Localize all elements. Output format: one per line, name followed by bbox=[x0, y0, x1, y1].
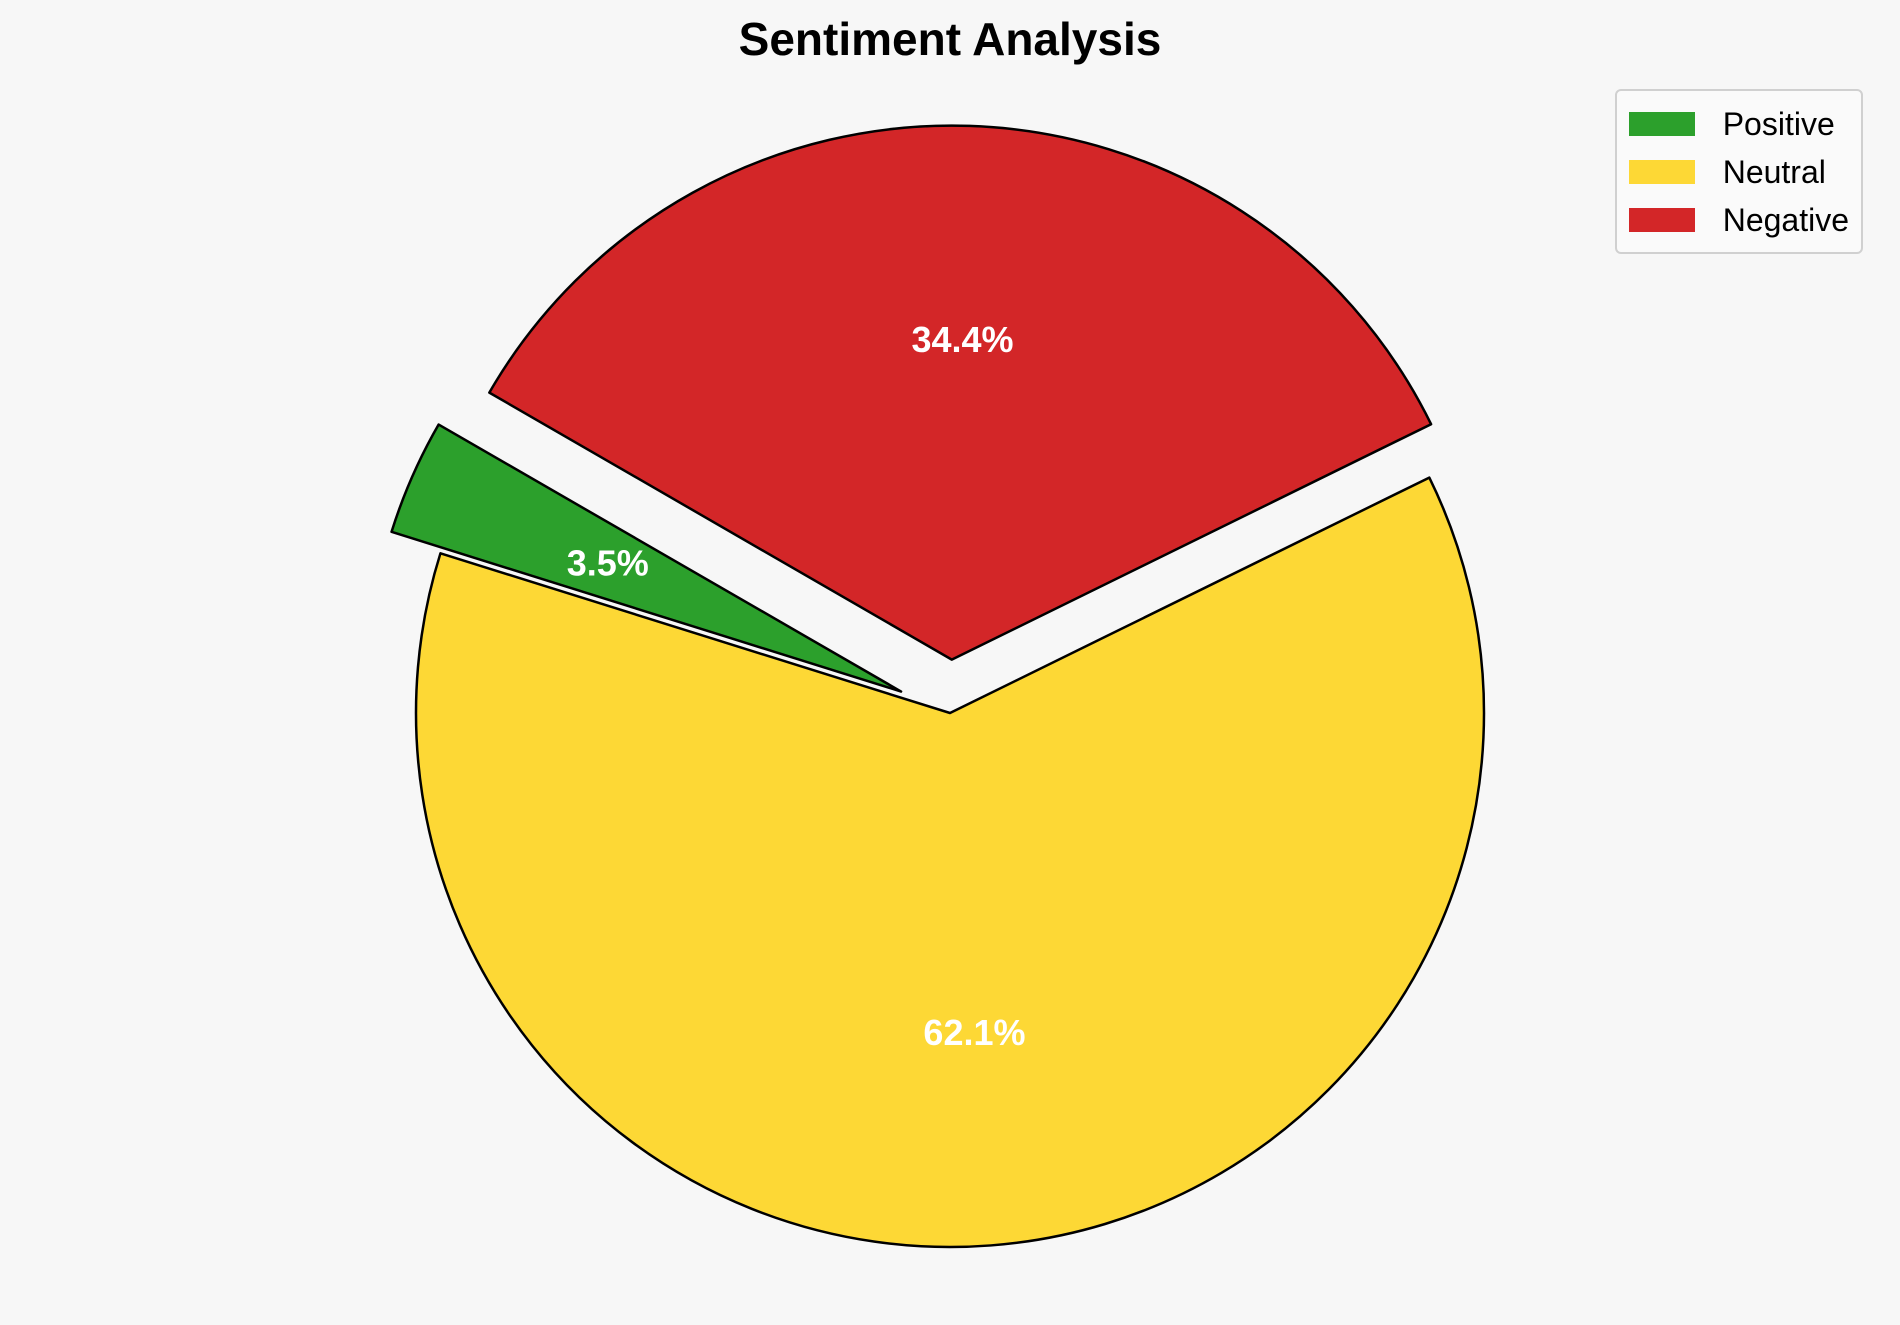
pie-slice-positive bbox=[390, 423, 903, 693]
pie-label-negative: 34.4% bbox=[911, 319, 1013, 360]
legend-item-neutral: Neutral bbox=[1628, 148, 1849, 196]
pie-slice-negative bbox=[488, 124, 1433, 661]
legend-label-neutral: Neutral bbox=[1722, 153, 1826, 190]
legend-swatch-neutral bbox=[1628, 160, 1695, 184]
legend-item-positive: Positive bbox=[1628, 100, 1849, 148]
chart-title: Sentiment Analysis bbox=[738, 13, 1162, 65]
pie-slice-neutral bbox=[414, 476, 1486, 1249]
pie-label-neutral: 62.1% bbox=[923, 1012, 1025, 1053]
legend-item-negative: Negative bbox=[1628, 196, 1849, 244]
chart-legend: Positive Neutral Negative bbox=[1614, 89, 1863, 254]
pie-label-positive: 3.5% bbox=[567, 542, 649, 583]
legend-swatch-positive bbox=[1628, 112, 1695, 136]
legend-label-negative: Negative bbox=[1722, 201, 1849, 238]
legend-swatch-negative bbox=[1628, 208, 1695, 232]
legend-label-positive: Positive bbox=[1722, 105, 1835, 142]
